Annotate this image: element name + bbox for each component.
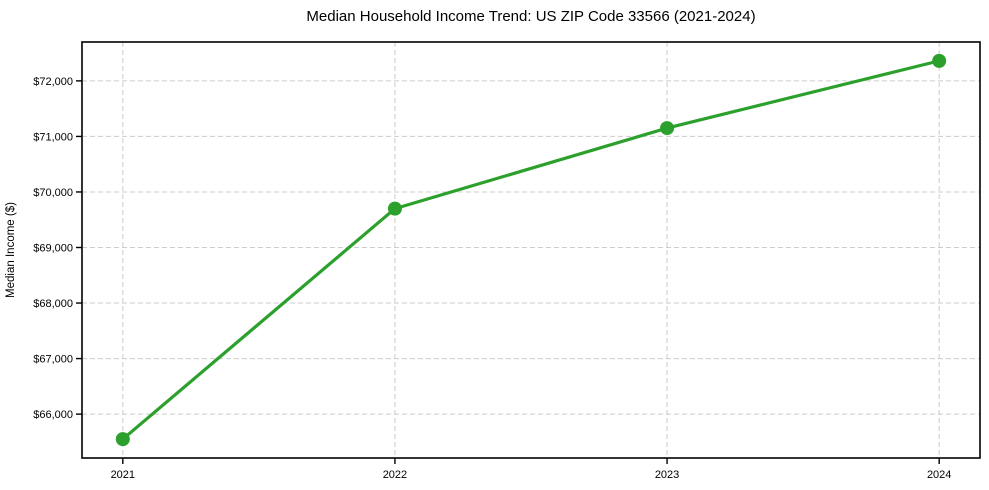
y-tick-label: $72,000: [33, 76, 73, 88]
x-tick-label: 2021: [111, 469, 135, 481]
data-point-2024: [932, 53, 947, 68]
y-axis-label: Median Income ($): [5, 202, 17, 298]
data-series-layer: [115, 53, 947, 447]
chart-title: Median Household Income Trend: US ZIP Co…: [306, 8, 755, 25]
x-tick-label: 2022: [383, 469, 407, 481]
axes-layer: $66,000 $67,000 $68,000 $69,000 $70,000 $71,0…: [33, 41, 981, 481]
data-point-2022: [387, 201, 402, 216]
data-point-2021: [115, 432, 130, 447]
x-tick-label: 2023: [655, 469, 679, 481]
income-trend-line: [121, 59, 941, 441]
y-tick-label: $66,000: [33, 409, 73, 421]
y-tick-label: $71,000: [33, 131, 73, 143]
y-tick-label: $70,000: [33, 187, 73, 199]
y-tick-label: $67,000: [33, 354, 73, 366]
grid-layer: [82, 42, 980, 458]
axes-frame: [81, 41, 981, 459]
y-tick-label: $69,000: [33, 243, 73, 255]
x-tick-label: 2024: [927, 469, 951, 481]
data-point-2023: [660, 121, 675, 136]
y-tick-label: $68,000: [33, 298, 73, 310]
